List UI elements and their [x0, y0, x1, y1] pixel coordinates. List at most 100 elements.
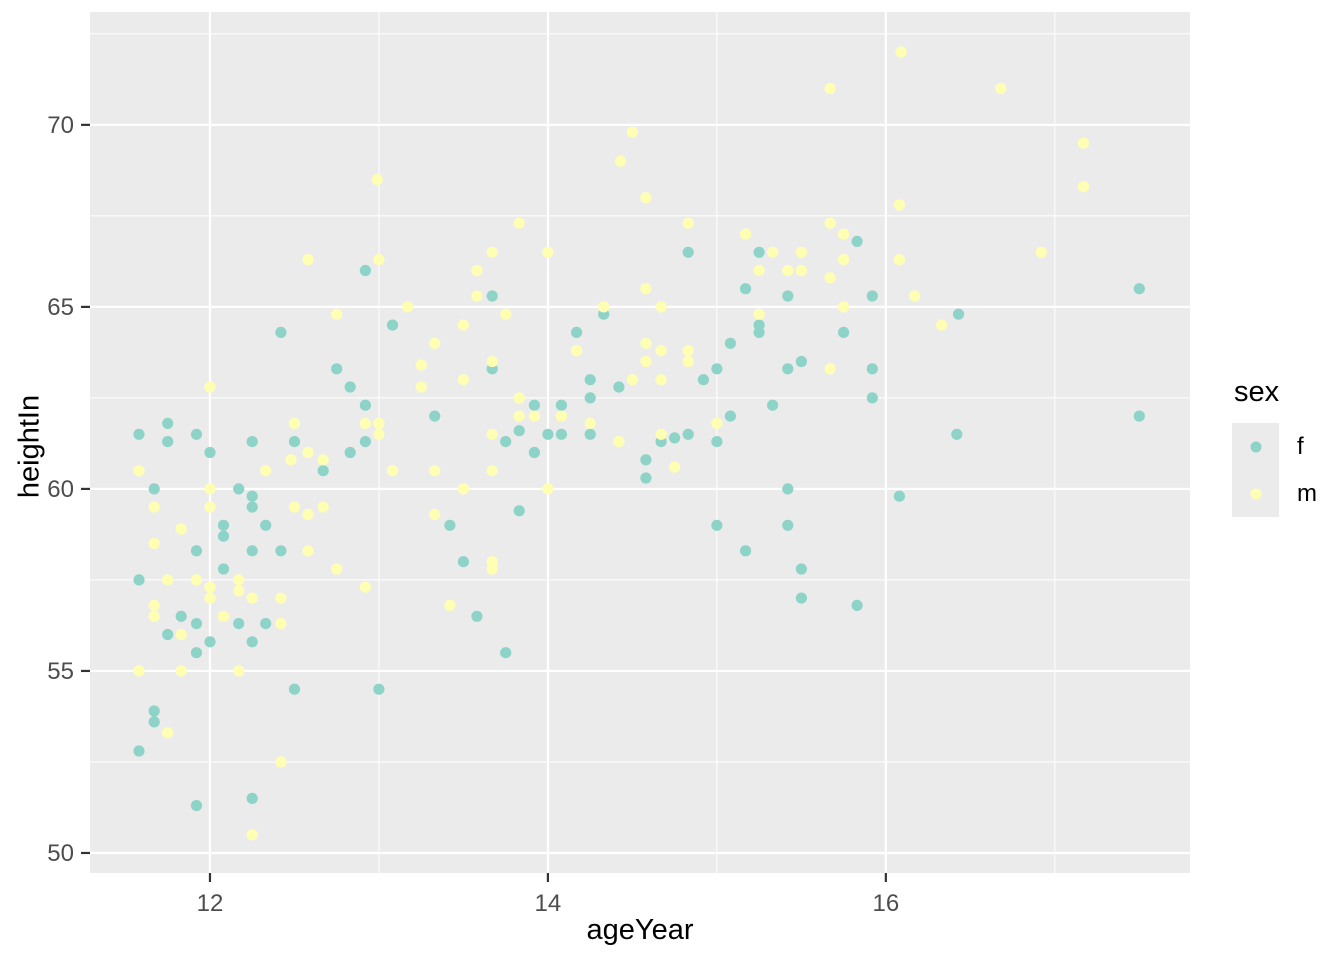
data-point-f [148, 483, 160, 495]
data-point-m [386, 465, 399, 477]
data-point-m [1035, 246, 1047, 258]
data-point-f [133, 745, 145, 757]
data-point-f [429, 410, 441, 422]
legend-dot-m-icon [1250, 488, 1261, 499]
data-point-m [162, 727, 174, 739]
data-point-m [711, 417, 723, 429]
data-point-m [402, 301, 414, 313]
data-point-m [233, 665, 245, 677]
data-point-m [246, 592, 258, 604]
data-point-f [528, 399, 541, 411]
data-point-m [288, 417, 301, 429]
data-point-m [471, 290, 483, 302]
data-point-f [613, 381, 625, 393]
data-point-f [260, 618, 272, 630]
data-point-m [682, 345, 694, 357]
data-point-m [429, 337, 441, 349]
data-point-m [767, 246, 779, 258]
data-point-f [331, 363, 343, 375]
data-point-m [373, 428, 385, 440]
data-point-m [640, 355, 652, 368]
y-axis-title: heightIn [13, 394, 46, 499]
data-point-f [724, 410, 737, 422]
data-point-m [584, 417, 596, 429]
data-point-f [584, 392, 596, 404]
data-point-m [246, 829, 258, 841]
data-point-f [555, 399, 568, 411]
data-point-f [500, 436, 512, 448]
data-point-f [952, 308, 965, 320]
data-point-m [175, 523, 187, 535]
data-point-f [1133, 410, 1145, 422]
data-point-m [275, 618, 287, 630]
data-point-m [317, 454, 329, 466]
data-point-m [936, 319, 948, 331]
data-point-f [288, 683, 301, 695]
data-point-m [795, 246, 808, 258]
legend-label-m: m [1297, 479, 1317, 507]
data-point-f [711, 363, 723, 375]
data-point-m [500, 308, 512, 320]
data-point-m [429, 508, 441, 520]
data-point-m [302, 508, 314, 520]
legend-dot-f-icon [1250, 441, 1261, 452]
data-point-f [246, 436, 258, 448]
data-point-m [682, 355, 694, 368]
data-point-f [669, 432, 681, 444]
data-point-m [457, 483, 469, 495]
data-point-f [162, 417, 174, 429]
data-point-m [444, 599, 456, 612]
data-point-m [1077, 137, 1090, 149]
data-point-f [724, 337, 737, 349]
data-point-f [275, 326, 287, 338]
data-point-f [373, 683, 385, 695]
data-point-f [795, 592, 808, 604]
data-point-f [275, 545, 287, 557]
data-point-m [655, 301, 667, 313]
data-point-m [838, 228, 850, 240]
data-point-f [640, 454, 652, 466]
data-point-m [682, 217, 694, 229]
data-point-m [795, 264, 808, 277]
data-point-m [233, 585, 245, 597]
data-point-m [513, 217, 525, 229]
data-point-m [233, 574, 245, 586]
data-point-m [359, 417, 371, 429]
data-point-f [795, 563, 808, 575]
data-point-m [1077, 181, 1090, 193]
data-point-m [260, 465, 272, 477]
data-point-f [697, 374, 710, 386]
data-point-m [626, 374, 639, 386]
data-point-f [148, 705, 160, 717]
data-point-m [429, 465, 441, 477]
data-point-m [190, 574, 203, 586]
data-point-f [288, 436, 301, 448]
data-point-m [175, 628, 187, 641]
data-point-m [471, 264, 483, 277]
data-point-m [302, 446, 314, 459]
data-point-f [217, 530, 230, 542]
data-point-f [148, 716, 160, 728]
data-point-f [542, 428, 554, 440]
data-point-m [133, 665, 145, 677]
data-point-m [415, 381, 427, 393]
data-point-f [359, 264, 371, 277]
data-point-f [711, 436, 723, 448]
data-point-f [782, 290, 794, 302]
y-tick-label: 55 [47, 658, 74, 685]
data-point-f [584, 428, 596, 440]
data-point-m [285, 454, 297, 466]
data-point-m [513, 410, 525, 422]
data-point-f [204, 446, 216, 459]
data-point-m [486, 246, 498, 258]
data-point-f [893, 490, 906, 502]
data-point-f [951, 428, 963, 440]
data-point-f [204, 636, 216, 648]
data-point-f [640, 472, 652, 484]
data-point-f [246, 501, 258, 513]
data-point-f [471, 610, 483, 622]
data-point-m [909, 290, 921, 302]
data-point-m [204, 381, 216, 393]
data-point-m [838, 254, 850, 266]
